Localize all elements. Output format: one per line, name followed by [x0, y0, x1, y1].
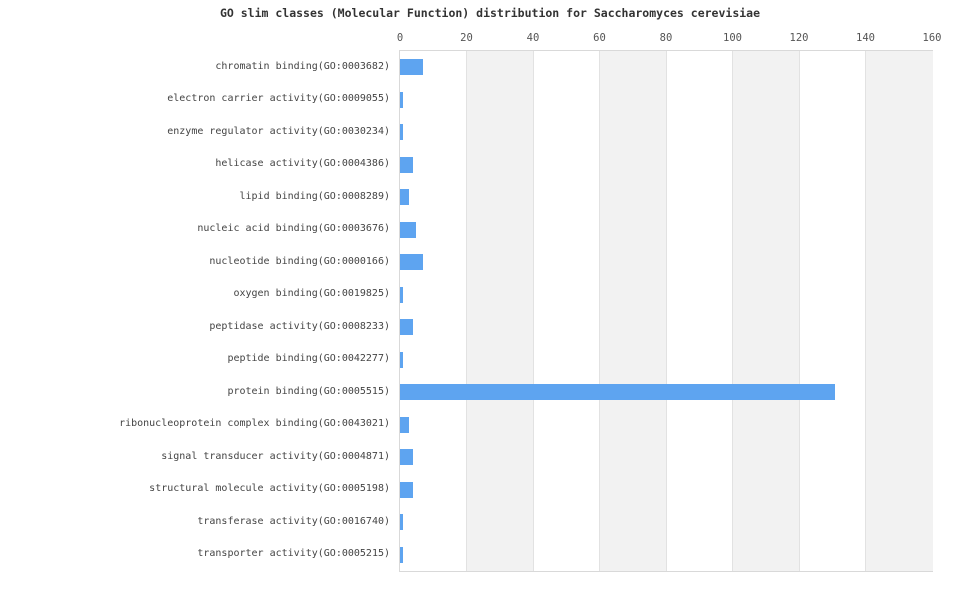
- y-axis-label: nucleic acid binding(GO:0003676): [197, 223, 390, 235]
- y-axis-label: lipid binding(GO:0008289): [239, 190, 390, 202]
- grid-band: [532, 51, 601, 571]
- bar: [399, 546, 403, 563]
- x-axis-tick-label: 20: [460, 32, 473, 44]
- y-axis-label: helicase activity(GO:0004386): [215, 158, 390, 170]
- y-axis-label: signal transducer activity(GO:0004871): [161, 450, 390, 462]
- bar: [399, 189, 410, 206]
- x-axis-tick-label: 140: [856, 32, 875, 44]
- x-axis-tick-label: 80: [659, 32, 673, 44]
- x-axis-tick-label: 100: [723, 32, 742, 44]
- grid-band: [865, 51, 933, 571]
- x-axis-tick-label: 0: [396, 32, 404, 44]
- y-axis-label: chromatin binding(GO:0003682): [215, 60, 390, 72]
- y-axis-label: oxygen binding(GO:0019825): [233, 288, 390, 300]
- y-axis-label: transferase activity(GO:0016740): [197, 515, 390, 527]
- bar: [399, 449, 413, 466]
- bar: [399, 59, 423, 76]
- grid-band: [466, 51, 534, 571]
- grid-band: [665, 51, 734, 571]
- y-axis-label: enzyme regulator activity(GO:0030234): [167, 125, 390, 137]
- y-axis-label: nucleotide binding(GO:0000166): [209, 255, 390, 267]
- bar: [399, 221, 417, 238]
- bar: [399, 351, 403, 368]
- grid-band: [798, 51, 867, 571]
- grid-band: [599, 51, 667, 571]
- grid-band: [732, 51, 800, 571]
- bar: [399, 286, 403, 303]
- y-axis: chromatin binding(GO:0003682) electron ca…: [0, 50, 390, 570]
- bar: [399, 124, 403, 141]
- x-axis-tick-label: 160: [922, 32, 942, 44]
- bar: [399, 91, 403, 108]
- y-axis-label: ribonucleoprotein complex binding(GO:004…: [119, 418, 390, 430]
- bar: [399, 514, 403, 531]
- bar: [399, 254, 423, 271]
- y-axis-label: peptide binding(GO:0042277): [227, 353, 390, 365]
- bar: [399, 481, 413, 498]
- bar: [399, 416, 410, 433]
- x-axis-tick-label: 60: [593, 32, 606, 44]
- bar: [399, 319, 413, 336]
- y-axis-label: electron carrier activity(GO:0009055): [167, 93, 390, 105]
- plot-area: [398, 50, 933, 572]
- y-axis-label: peptidase activity(GO:0008233): [209, 320, 390, 332]
- bar: [399, 384, 836, 401]
- x-axis: 0 20 40 60 80 100 120 140 160: [396, 31, 942, 45]
- x-axis-tick-label: 120: [789, 32, 809, 44]
- bar: [399, 156, 413, 173]
- y-axis-label: protein binding(GO:0005515): [227, 385, 390, 397]
- x-axis-tick-label: 40: [526, 32, 540, 44]
- y-axis-label: structural molecule activity(GO:0005198): [149, 483, 390, 495]
- y-axis-label: transporter activity(GO:0005215): [197, 548, 390, 560]
- chart-title: GO slim classes (Molecular Function) dis…: [219, 6, 761, 20]
